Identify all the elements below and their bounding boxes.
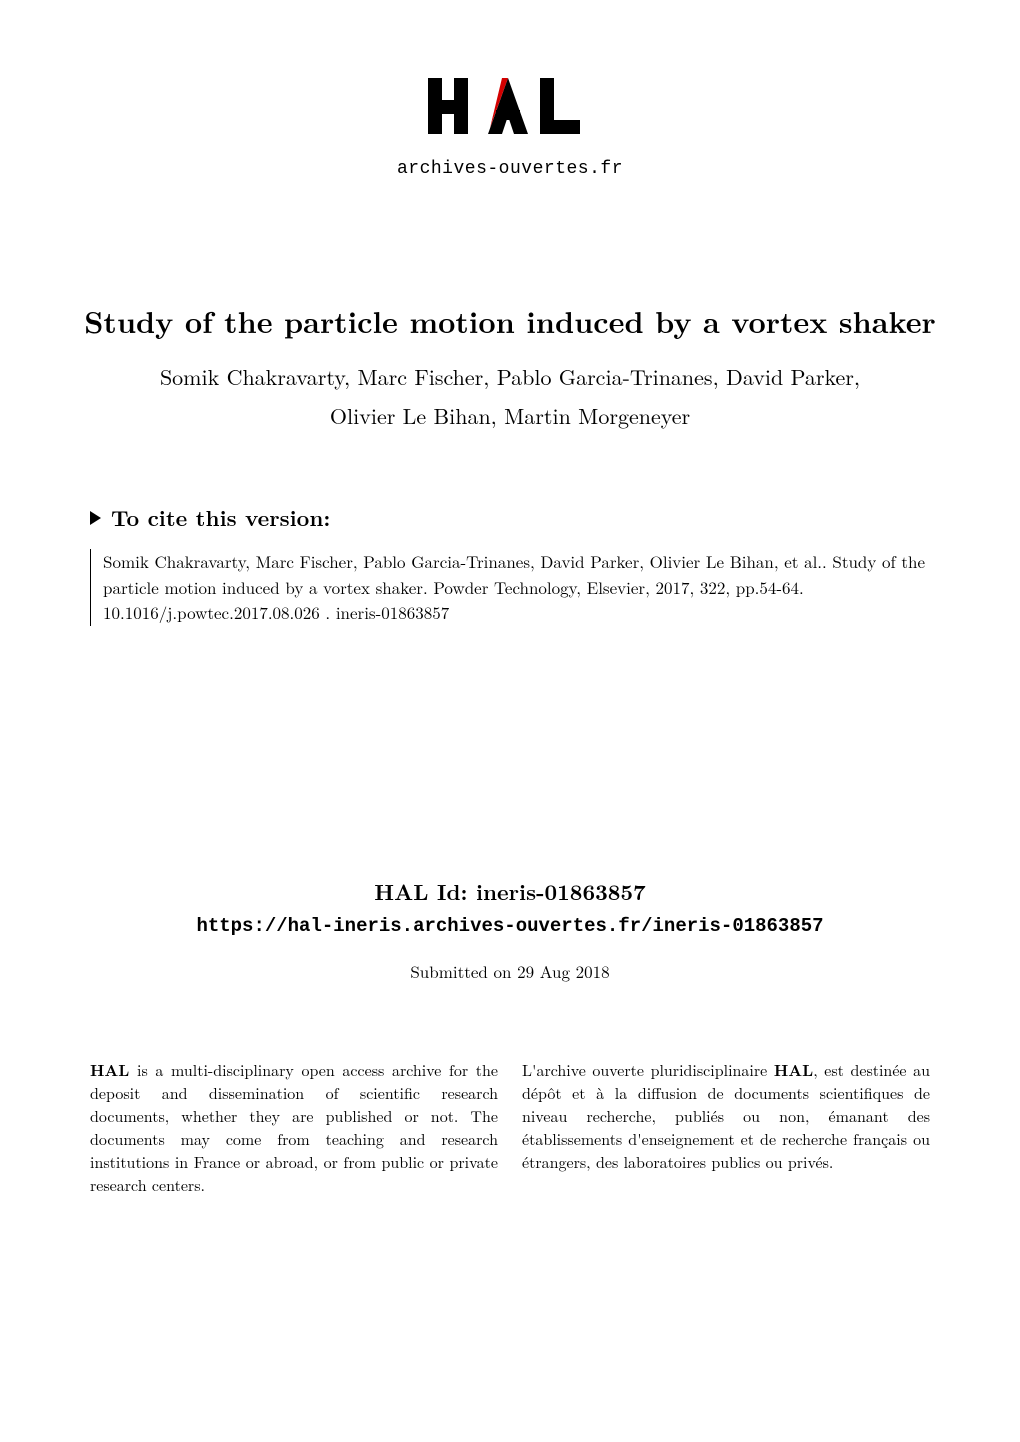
citation-section: To cite this version: Somik Chakravarty,… xyxy=(0,502,1020,626)
hal-logo-svg xyxy=(420,70,600,150)
title-section: Study of the particle motion induced by … xyxy=(0,299,1020,432)
authors-line-2: Olivier Le Bihan, Martin Morgeneyer xyxy=(80,399,940,432)
logo-subtitle: archives-ouvertes.fr xyxy=(397,159,623,179)
citation-header: To cite this version: xyxy=(90,502,930,533)
abstract-right-prefix: L'archive ouverte pluridisciplinaire xyxy=(522,1058,774,1081)
triangle-icon xyxy=(90,511,101,525)
submitted-date: Submitted on 29 Aug 2018 xyxy=(0,959,1020,983)
abstract-right: L'archive ouverte pluridisciplinaire HAL… xyxy=(522,1058,930,1197)
paper-title: Study of the particle motion induced by … xyxy=(80,299,940,342)
citation-body: Somik Chakravarty, Marc Fischer, Pablo G… xyxy=(90,549,930,626)
abstract-left-bold: HAL xyxy=(90,1058,129,1081)
abstract-right-bold: HAL xyxy=(774,1058,813,1081)
hal-id-label: HAL Id: ineris-01863857 xyxy=(0,876,1020,907)
hal-id-section: HAL Id: ineris-01863857 https://hal-iner… xyxy=(0,876,1020,983)
hal-url[interactable]: https://hal-ineris.archives-ouvertes.fr/… xyxy=(0,915,1020,937)
abstract-left: HAL is a multi-disciplinary open access … xyxy=(90,1058,498,1197)
citation-title: To cite this version: xyxy=(111,502,330,533)
abstract-left-text: is a multi-disciplinary open access arch… xyxy=(90,1058,498,1197)
authors-line-1: Somik Chakravarty, Marc Fischer, Pablo G… xyxy=(80,360,940,393)
abstract-columns: HAL is a multi-disciplinary open access … xyxy=(0,1058,1020,1197)
hal-logo-block: archives-ouvertes.fr xyxy=(0,0,1020,219)
hal-logo: archives-ouvertes.fr xyxy=(397,70,623,179)
